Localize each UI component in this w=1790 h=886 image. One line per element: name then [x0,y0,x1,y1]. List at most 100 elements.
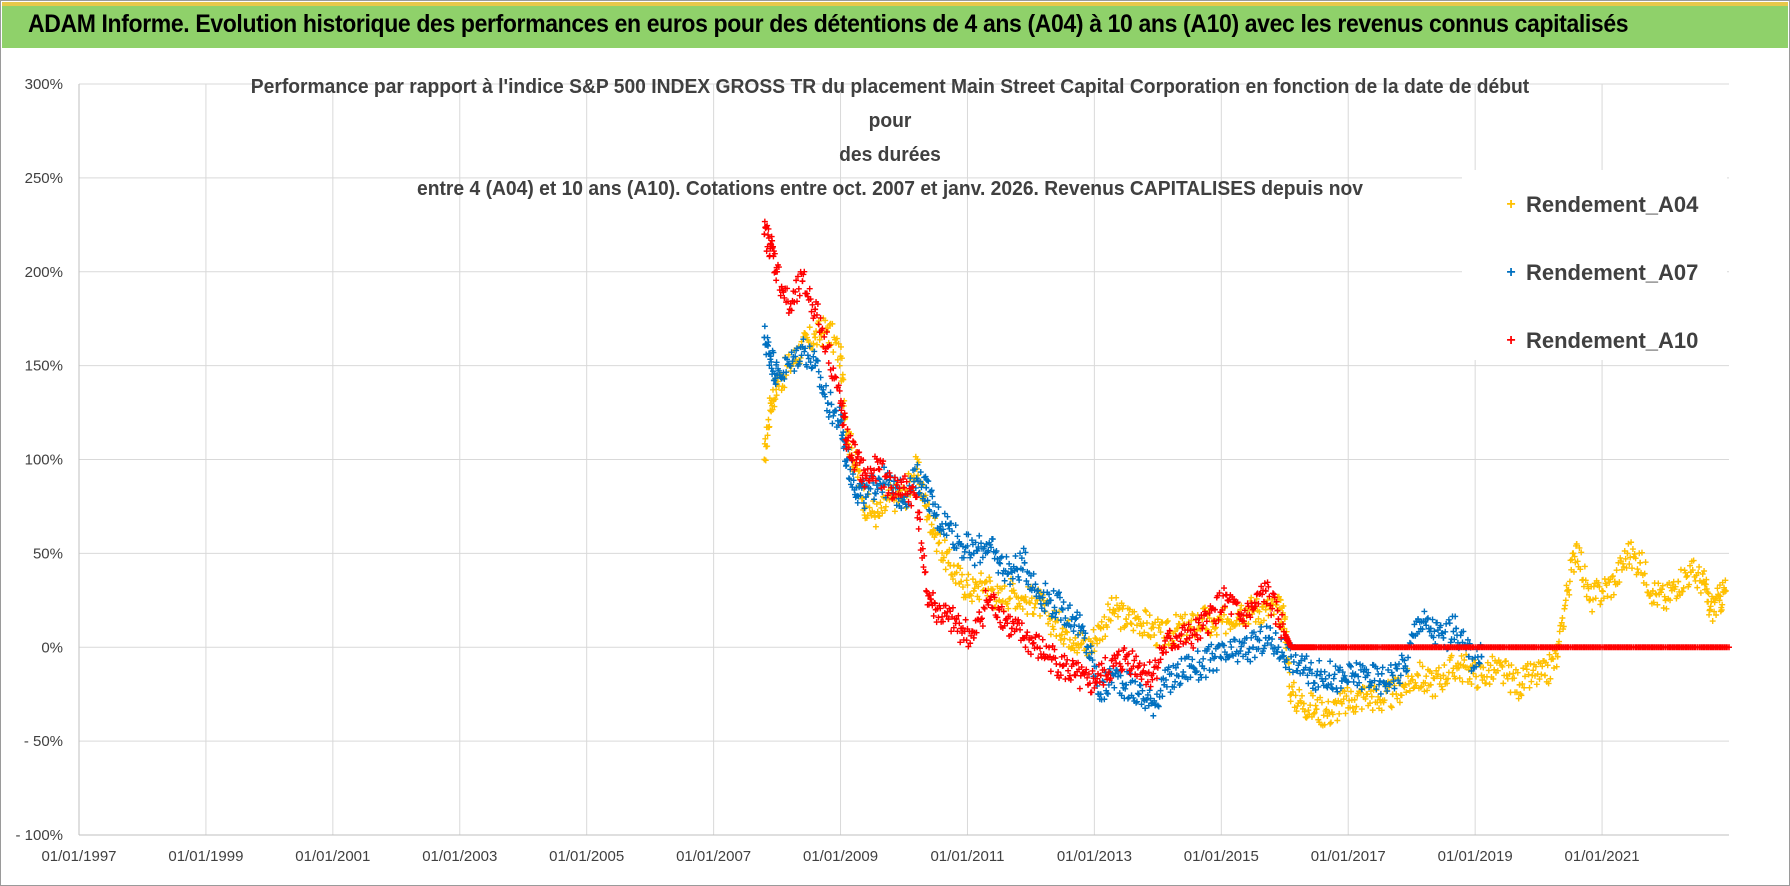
data-point [1073,614,1080,621]
data-point [1190,644,1197,651]
data-point [1258,623,1265,630]
data-point [1042,580,1049,587]
data-point [998,603,1005,610]
data-point [1589,608,1596,615]
data-point [1706,607,1713,614]
data-point [1642,559,1649,566]
data-point [1353,659,1360,666]
data-point [1670,578,1677,585]
data-point [1233,600,1240,607]
data-point [792,353,799,360]
data-point [921,498,928,505]
data-point [1025,581,1032,588]
data-point [866,504,873,511]
data-point [1084,674,1091,681]
legend-item-a07: + Rendement_A07 [1502,256,1698,290]
data-point [1006,560,1013,567]
data-point [1374,665,1381,672]
data-point [836,387,843,394]
data-point [1192,616,1199,623]
data-point [981,579,988,586]
data-point [1658,589,1665,596]
data-point [1387,703,1394,710]
data-point [1013,626,1020,633]
data-point [1144,678,1151,685]
data-point [1123,616,1130,623]
data-point [957,565,964,572]
data-point [1599,588,1606,595]
data-point [1328,719,1335,726]
data-point [1010,587,1017,594]
data-point [1151,697,1158,704]
data-point [997,619,1004,626]
data-point [852,441,859,448]
data-point [1429,616,1436,623]
data-point [1208,641,1215,648]
data-point [1329,711,1336,718]
data-point [1677,566,1684,573]
data-point [1604,593,1611,600]
data-point [1114,651,1121,658]
data-point [1597,601,1604,608]
data-point [995,569,1002,576]
data-point [1438,683,1445,690]
data-point [1180,669,1187,676]
data-point [765,231,772,238]
data-point [772,396,779,403]
data-point [1241,607,1248,614]
data-point [784,356,791,363]
data-point [781,384,788,391]
data-point [1608,594,1615,601]
data-point [1190,664,1197,671]
data-point [1090,626,1097,633]
data-point [832,373,839,380]
data-point [1136,660,1143,667]
data-point [944,513,951,520]
data-point [963,577,970,584]
data-point [1275,616,1282,623]
data-point [794,273,801,280]
data-point [1143,619,1150,626]
data-point [1093,680,1100,687]
data-point [1207,656,1214,663]
data-point [1272,620,1279,627]
data-point [819,342,826,349]
data-point [1400,665,1407,672]
data-point [1077,641,1084,648]
data-point [1378,707,1385,714]
data-point [1203,618,1210,625]
data-point [1024,629,1031,636]
data-point [1212,620,1219,627]
data-point [1151,632,1158,639]
data-point [976,532,983,539]
data-point [1016,577,1023,584]
data-point [806,343,813,350]
data-point [1117,672,1124,679]
data-point [1115,648,1122,655]
data-point [1063,628,1070,635]
data-point [1196,615,1203,622]
data-point [1049,623,1056,630]
data-point [894,477,901,484]
data-point [1098,660,1105,667]
data-point [1154,702,1161,709]
data-point [891,474,898,481]
data-point [1358,686,1365,693]
data-point [849,457,856,464]
data-point [1721,588,1728,595]
data-point [1321,721,1328,728]
data-point [1489,653,1496,660]
data-point [1530,667,1537,674]
data-point [883,473,890,480]
data-point [812,306,819,313]
data-point [1070,661,1077,668]
data-point [1358,706,1365,713]
data-point [1457,632,1464,639]
data-point [1474,684,1481,691]
data-point [1335,697,1342,704]
data-point [872,490,879,497]
data-point [791,299,798,306]
data-point [1260,603,1267,610]
data-point [845,444,852,451]
data-point [998,585,1005,592]
